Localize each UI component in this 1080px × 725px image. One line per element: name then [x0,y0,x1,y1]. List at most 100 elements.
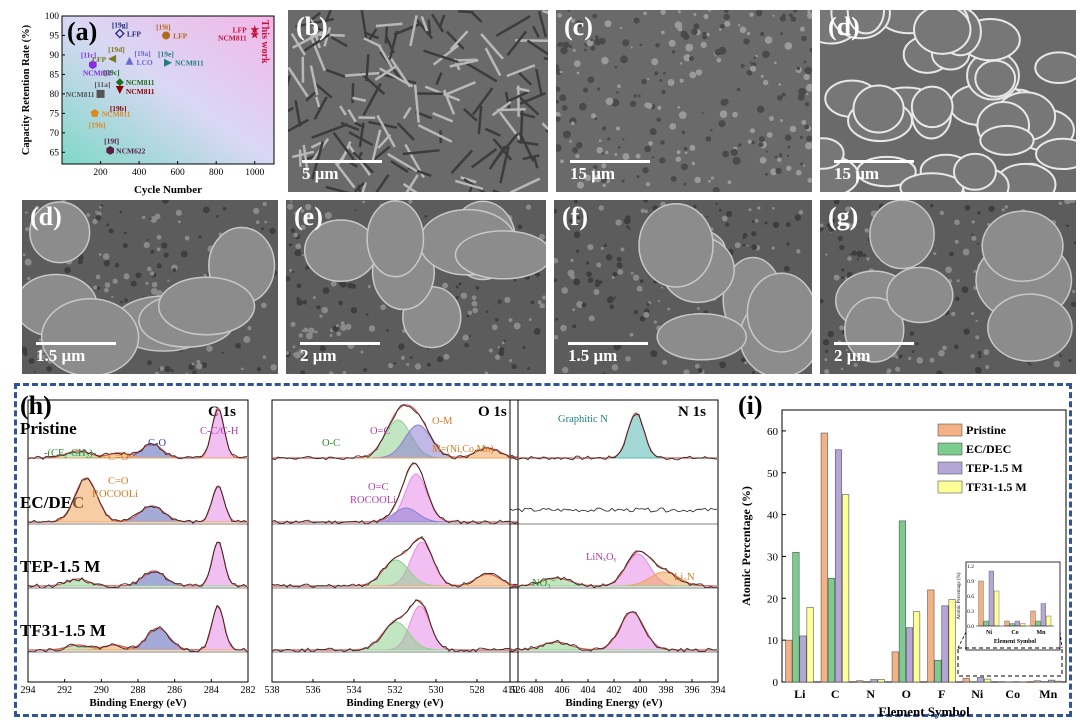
x-tick-label: 290 [94,685,109,696]
sem-grain [640,208,645,213]
sem-grain [25,211,28,214]
bar [976,677,985,683]
sem-grain [954,344,959,350]
sem-grain [560,46,568,55]
sem-fiber [310,141,322,149]
panel-a-svg: 200 400 600 800 1000 65 70 75 80 85 90 95 100 Cycle N… [21,12,275,196]
sem-grain [471,300,478,307]
sem-grain [298,333,303,338]
sem-grain [796,66,801,71]
bar [856,680,864,683]
sem-grain [135,272,142,279]
sem-grain [971,220,976,224]
sem-grain [683,182,687,186]
sem-grain [573,231,581,239]
x-tick-label: 534 [347,685,362,696]
inset-connector [957,631,967,649]
sem-grain [614,152,618,156]
sem-grain [622,153,630,161]
sem-grain [790,16,797,22]
sem-grain [719,361,727,369]
bar [842,494,850,683]
sem-grain [702,34,708,40]
inset-bar [988,570,995,627]
sem-grain [270,364,277,371]
inset-connector [1059,631,1063,649]
sem-texture [820,10,1076,192]
scale-bar-text: 1.5 μm [568,346,618,365]
sem-fiber [291,150,315,159]
sem-particle [454,230,546,280]
sem-grain [513,278,517,282]
sem-texture [554,200,812,374]
sem-grain [455,295,459,299]
point-label: LFP [233,26,248,35]
sem-grain [975,319,978,323]
sem-grain [755,10,763,17]
sem-grain [853,362,858,367]
point-label: LFP [173,31,188,40]
sem-fiber [484,127,502,137]
sem-grain [771,246,775,250]
sem-grain [262,202,267,207]
sem-fiber [371,129,382,162]
sem-grain [260,227,264,231]
sem-grain [554,209,558,214]
sem-grain [464,342,469,348]
sem-grain [560,159,564,164]
sem-grain [806,93,809,96]
sem-grain [784,42,793,50]
panel-label: (a) [67,17,97,46]
sem-fiber [309,65,319,96]
sem-grain [701,112,704,115]
sem-fiber [363,31,379,40]
sem-cell [1034,51,1076,85]
sem-grain [340,321,345,326]
sem-grain [458,282,462,286]
sem-grain [360,350,364,354]
sem-grain [797,93,805,101]
sem-grain [786,165,792,171]
fit-peak [510,611,718,651]
sem-grain [654,71,659,76]
sem-grain [562,41,570,49]
sem-grain [766,132,773,138]
sem-grain [614,296,617,299]
sem-grain [96,286,101,290]
legend-swatch [937,461,963,475]
panel-label: (b) [296,12,328,41]
bar [927,589,935,683]
data-point [108,54,117,63]
inset-bar [1040,603,1047,627]
sem-grain [639,279,644,284]
sem-grain [541,295,546,300]
sem-grain [700,41,707,48]
sem-grain [162,200,169,204]
sem-fiber [311,11,322,21]
sem-fiber [491,100,512,117]
point-label: NCM622 [116,146,145,155]
sem-grain [712,186,720,192]
sem-fiber [292,30,324,49]
sem-grain [462,334,469,341]
sem-grain [751,140,755,145]
sem-grain [235,342,241,349]
sem-grain [292,270,295,274]
sem-grain [622,39,630,47]
bar [870,679,878,683]
point-label: [19e] [158,50,174,59]
y-tick-label: 100 [45,12,60,22]
sem-fiber [480,33,504,60]
sem-grain [742,243,746,247]
sem-grain [822,339,830,346]
sem-grain [975,335,980,340]
sem-grain [659,78,663,82]
scale-bar-text: 2 μm [300,346,337,365]
sem-grain [826,223,831,228]
sem-grain [172,268,177,272]
sample-label: EC/DEC [20,493,84,512]
sem-grain [39,348,45,354]
sem-grain [583,87,589,93]
sem-grain [398,343,405,350]
sem-fiber [532,25,540,38]
